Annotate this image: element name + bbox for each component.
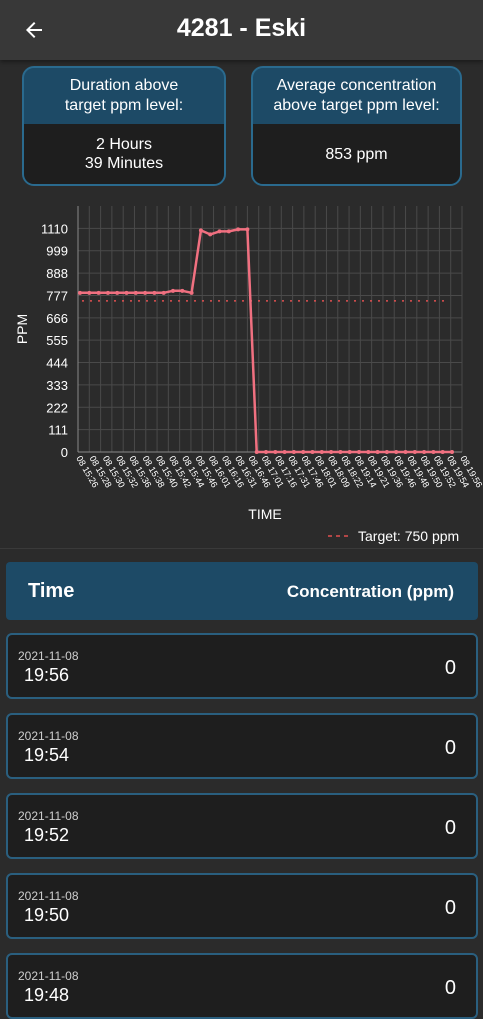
data-point [291, 450, 296, 454]
data-point [236, 227, 241, 232]
data-point [264, 450, 268, 454]
data-point [282, 450, 287, 454]
average-card-heading: Average concentration above target ppm l… [273, 77, 440, 114]
table-row[interactable]: 2021-11-08 19:52 0 [6, 793, 478, 859]
y-tick-label: 333 [46, 378, 68, 393]
data-point [198, 228, 203, 233]
data-point [226, 229, 231, 234]
y-tick-label: 111 [48, 423, 68, 438]
column-header-time: Time [28, 580, 75, 602]
data-point [450, 450, 454, 454]
data-point [254, 450, 259, 454]
row-value: 0 [444, 977, 456, 999]
data-point [422, 450, 427, 454]
table-row[interactable]: 2021-11-08 19:50 0 [6, 873, 478, 939]
average-card: Average concentration above target ppm l… [251, 66, 462, 186]
duration-card-value: 2 Hours 39 Minutes [24, 124, 224, 184]
data-point [133, 290, 138, 295]
data-point [375, 450, 380, 454]
y-axis-label: PPM [14, 314, 30, 344]
table-row[interactable]: 2021-11-08 19:54 0 [6, 713, 478, 779]
data-point [394, 450, 399, 454]
column-header-concentration: Concentration (ppm) [286, 582, 454, 601]
data-point [78, 290, 82, 295]
data-point [319, 450, 324, 454]
data-point [431, 450, 436, 454]
row-date: 2021-11-08 [18, 889, 79, 903]
app-bar: 4281 - Eski [0, 0, 483, 60]
data-point [180, 288, 185, 293]
row-time: 19:52 [24, 825, 70, 845]
row-time: 19:54 [24, 745, 70, 765]
data-point [105, 290, 110, 295]
data-point [310, 450, 315, 454]
row-date: 2021-11-08 [18, 969, 79, 983]
row-value: 0 [444, 737, 456, 759]
data-point [143, 290, 148, 295]
data-point [217, 229, 222, 234]
row-date: 2021-11-08 [18, 729, 79, 743]
data-point [152, 290, 157, 295]
table-header: Time Concentration (ppm) [6, 562, 478, 620]
y-tick-label: 999 [46, 244, 68, 259]
y-tick-label: 777 [46, 288, 68, 303]
y-tick-label: 0 [61, 445, 68, 460]
data-point [124, 290, 129, 295]
row-value: 0 [444, 657, 456, 679]
data-point [347, 450, 352, 454]
arrow-left-icon [26, 22, 42, 38]
data-point [189, 290, 194, 295]
y-tick-label: 666 [46, 311, 68, 326]
row-value: 0 [444, 817, 456, 839]
y-tick-label: 555 [46, 333, 68, 348]
data-point [338, 450, 343, 454]
data-point [384, 450, 389, 454]
y-tick-label: 888 [46, 266, 68, 281]
data-point [357, 450, 361, 454]
y-tick-label: 1110 [41, 221, 68, 236]
row-value: 0 [444, 897, 456, 919]
divider [0, 548, 483, 549]
row-date: 2021-11-08 [18, 649, 79, 663]
back-button[interactable] [18, 14, 50, 46]
y-tick-label: 222 [46, 400, 68, 415]
duration-card-heading: Duration above target ppm level: [64, 77, 184, 114]
data-point [171, 288, 175, 293]
row-time: 19:56 [24, 665, 70, 685]
series-line [80, 228, 452, 454]
row-time: 19:50 [24, 905, 70, 925]
data-point [329, 450, 334, 454]
data-point [273, 450, 278, 454]
data-point [440, 450, 445, 454]
y-tick-label: 444 [46, 356, 68, 371]
row-time: 19:48 [24, 985, 70, 1005]
data-point [301, 450, 306, 454]
data-point [403, 450, 408, 454]
legend-target-label: Target: 750 ppm [358, 528, 459, 544]
table-row[interactable]: 2021-11-08 19:56 0 [6, 633, 478, 699]
data-point [87, 290, 92, 295]
data-point [96, 290, 101, 295]
data-point [161, 290, 166, 295]
data-point [208, 232, 213, 237]
data-point [366, 450, 371, 454]
table-row[interactable]: 2021-11-08 19:48 0 [6, 953, 478, 1019]
data-point [412, 450, 417, 454]
page-title: 4281 - Eski [176, 14, 307, 42]
x-axis-label: TIME [248, 506, 281, 522]
ppm-chart: 0 111 222 333 444 555 666 777 888 999 1110 PPM 08 15… [0, 196, 483, 548]
data-point [245, 227, 250, 232]
duration-card: Duration above target ppm level: 2 Hours… [22, 66, 226, 186]
data-point [115, 290, 120, 295]
row-date: 2021-11-08 [18, 809, 79, 823]
average-card-value: 853 ppm [253, 124, 460, 184]
